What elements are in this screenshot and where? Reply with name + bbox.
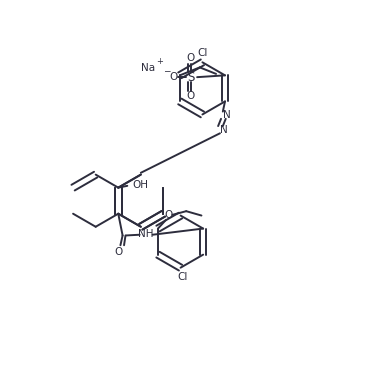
Text: N: N	[220, 125, 227, 135]
Text: O: O	[187, 53, 195, 63]
Text: O: O	[165, 210, 173, 220]
Text: +: +	[156, 58, 163, 67]
Text: Cl: Cl	[197, 48, 208, 58]
Text: S: S	[187, 71, 194, 84]
Text: Cl: Cl	[177, 272, 188, 282]
Text: O: O	[169, 72, 177, 82]
Text: Na: Na	[141, 63, 155, 73]
Text: NH: NH	[138, 229, 154, 239]
Text: O: O	[115, 247, 123, 257]
Text: O: O	[187, 91, 195, 101]
Text: OH: OH	[133, 180, 149, 190]
Text: −: −	[163, 66, 170, 75]
Text: N: N	[223, 110, 230, 120]
